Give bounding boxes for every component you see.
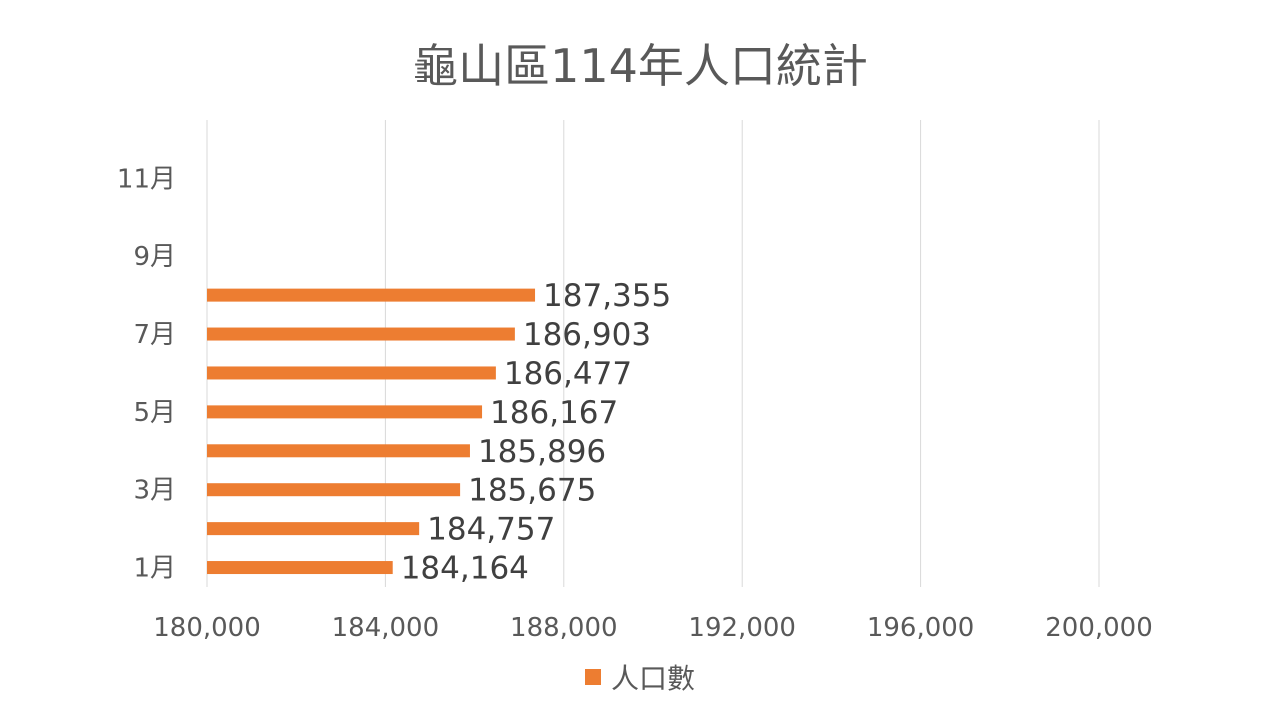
bar: [207, 366, 496, 380]
x-tick-label: 184,000: [332, 613, 440, 643]
bar: [207, 288, 536, 302]
bar: [207, 522, 420, 536]
x-tick-label: 200,000: [1045, 613, 1153, 643]
y-tick-label: 11月: [117, 164, 176, 194]
data-label: 184,164: [401, 551, 529, 587]
bar: [207, 405, 483, 419]
x-tick-label: 180,000: [153, 613, 261, 643]
data-label: 186,903: [523, 317, 651, 353]
legend-label: 人口數: [610, 662, 695, 695]
y-tick-label: 5月: [133, 398, 176, 428]
data-label: 187,355: [543, 278, 671, 314]
data-label: 186,477: [504, 356, 632, 392]
data-label: 185,896: [478, 434, 606, 470]
legend-swatch: [584, 669, 601, 685]
chart-title: 龜山區114年人口統計: [412, 39, 868, 93]
x-tick-label: 196,000: [867, 613, 975, 643]
bar: [207, 444, 470, 458]
bar: [207, 327, 515, 341]
legend: 人口數: [0, 657, 1280, 697]
x-tick-label: 188,000: [510, 613, 618, 643]
data-label: 185,675: [468, 473, 596, 509]
y-tick-label: 9月: [133, 242, 176, 272]
bar: [207, 483, 461, 497]
y-tick-label: 7月: [133, 320, 176, 350]
data-label: 184,757: [427, 512, 555, 548]
bar: [207, 561, 393, 575]
y-tick-label: 1月: [133, 554, 176, 584]
data-label: 186,167: [490, 395, 618, 431]
x-tick-label: 192,000: [688, 613, 796, 643]
y-tick-label: 3月: [133, 476, 176, 506]
